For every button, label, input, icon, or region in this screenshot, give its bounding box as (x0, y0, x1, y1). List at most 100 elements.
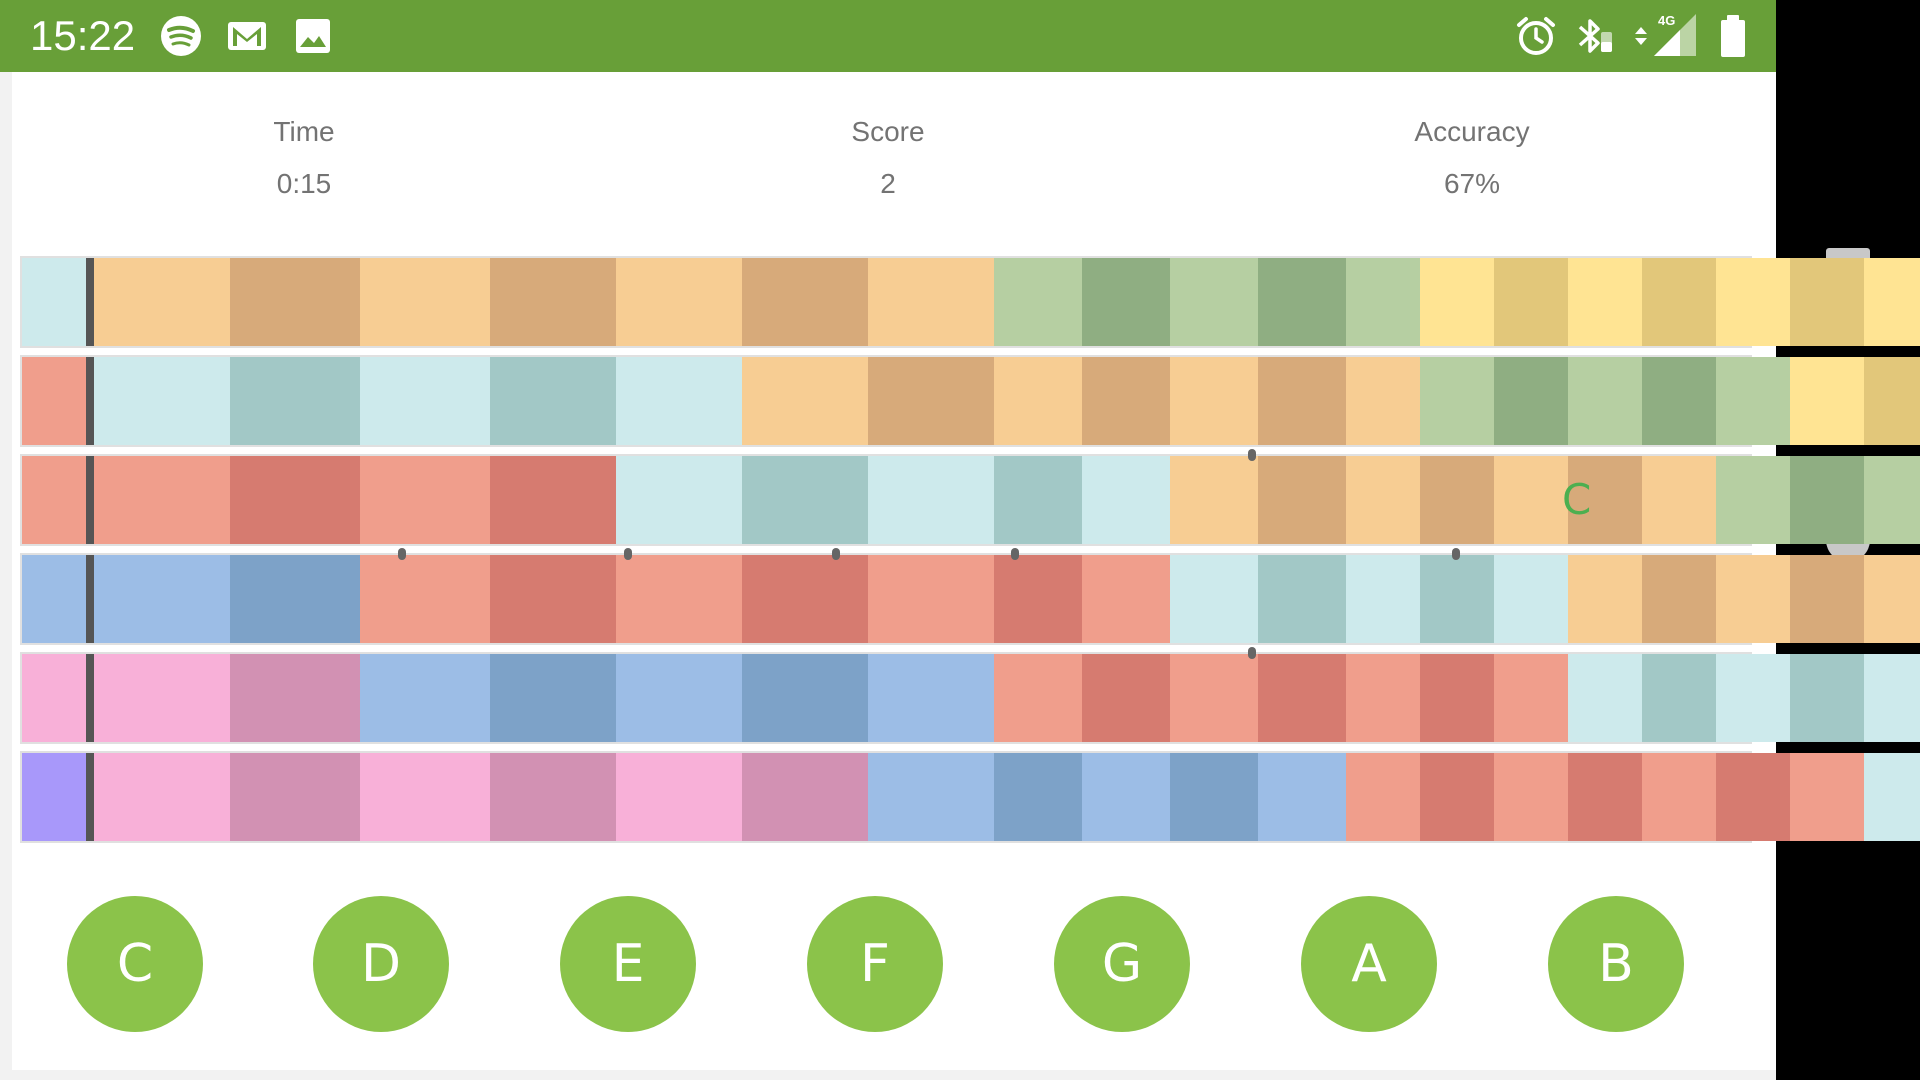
note-band (742, 456, 868, 544)
note-band (742, 357, 868, 445)
note-band (1082, 258, 1170, 346)
note-band (1258, 357, 1346, 445)
note-band (994, 753, 1082, 841)
time-label: Time (273, 116, 335, 147)
note-band (1420, 555, 1494, 643)
note-band (994, 258, 1082, 346)
note-band (1170, 456, 1258, 544)
note-band (1494, 753, 1568, 841)
note-band (490, 456, 616, 544)
note-key-e[interactable]: E (560, 896, 696, 1032)
time-value: 0:15 (276, 168, 332, 199)
note-band (1864, 456, 1920, 544)
alarm-icon (1517, 17, 1555, 55)
note-band (230, 654, 360, 742)
note-band (994, 555, 1082, 643)
note-key-b[interactable]: B (1548, 896, 1684, 1032)
note-band (1346, 357, 1420, 445)
signal-4g-icon: 4G (1635, 13, 1696, 56)
note-band (360, 555, 490, 643)
note-key-d[interactable]: D (313, 896, 449, 1032)
note-key-g[interactable]: G (1054, 896, 1190, 1032)
note-band (742, 654, 868, 742)
photo-icon (296, 19, 330, 53)
note-band (742, 753, 868, 841)
note-band (1790, 258, 1864, 346)
note-band (1082, 555, 1170, 643)
bluetooth-icon (1578, 19, 1612, 53)
score-label: Score (851, 116, 925, 147)
lane-divider-dot (1452, 548, 1460, 560)
note-band (1082, 456, 1170, 544)
note-band (616, 258, 742, 346)
lane-divider-dot (1248, 449, 1256, 461)
note-band (1258, 258, 1346, 346)
note-band (22, 555, 86, 643)
accuracy-label: Accuracy (1414, 116, 1530, 147)
note-band (868, 555, 994, 643)
note-lane (22, 753, 1920, 841)
note-band (94, 258, 230, 346)
lane-divider-dot (832, 548, 840, 560)
note-band (1420, 456, 1494, 544)
note-band (490, 555, 616, 643)
note-band (22, 258, 86, 346)
note-band (616, 357, 742, 445)
note-band (1790, 357, 1864, 445)
note-band (1716, 456, 1790, 544)
note-band (994, 654, 1082, 742)
battery-icon (1721, 15, 1745, 57)
note-band (1170, 555, 1258, 643)
playhead-marker (86, 654, 94, 742)
note-band (1716, 753, 1790, 841)
gmail-icon (228, 22, 266, 50)
note-band (22, 456, 86, 544)
accuracy-stat: Accuracy 67% (1322, 112, 1622, 204)
note-band (1170, 357, 1258, 445)
note-band (360, 357, 490, 445)
note-band (1790, 753, 1864, 841)
note-band (1346, 555, 1420, 643)
note-key-c[interactable]: C (67, 896, 203, 1032)
note-band (1716, 258, 1790, 346)
note-band (230, 258, 360, 346)
note-band (1420, 357, 1494, 445)
note-lane (22, 654, 1920, 742)
note-band (1170, 753, 1258, 841)
note-lane (22, 258, 1920, 346)
note-lanes: C (22, 258, 1920, 858)
note-band (230, 456, 360, 544)
note-band (360, 258, 490, 346)
lane-divider-dot (398, 548, 406, 560)
note-band (490, 357, 616, 445)
note-band (616, 654, 742, 742)
note-band (1494, 654, 1568, 742)
note-band (616, 456, 742, 544)
note-band (616, 753, 742, 841)
note-band (1494, 456, 1568, 544)
note-feedback-label: C (1562, 475, 1592, 524)
note-band (1716, 555, 1790, 643)
note-band (994, 456, 1082, 544)
note-key-a[interactable]: A (1301, 896, 1437, 1032)
note-band (94, 456, 230, 544)
note-band (616, 555, 742, 643)
note-band (94, 753, 230, 841)
note-band (22, 654, 86, 742)
note-band (360, 654, 490, 742)
note-band (22, 357, 86, 445)
note-band (1642, 456, 1716, 544)
playhead-marker (86, 555, 94, 643)
note-band (230, 753, 360, 841)
note-band (1864, 753, 1920, 841)
note-key-f[interactable]: F (807, 896, 943, 1032)
note-band (1790, 654, 1864, 742)
note-band (868, 753, 994, 841)
note-band (1420, 654, 1494, 742)
note-band (1642, 258, 1716, 346)
note-band (1082, 654, 1170, 742)
playhead-marker (86, 258, 94, 346)
playhead-marker (86, 753, 94, 841)
note-band (1258, 456, 1346, 544)
note-band (1170, 654, 1258, 742)
